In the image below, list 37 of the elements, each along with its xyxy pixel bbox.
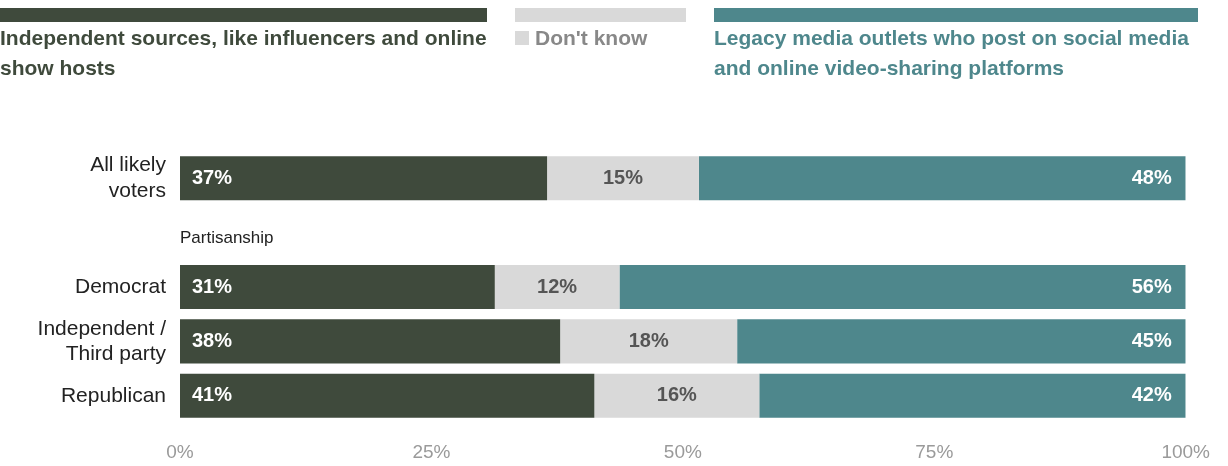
x-tick-label: 25% [412, 440, 451, 462]
bar [737, 319, 1186, 364]
bar [180, 373, 595, 418]
data-label: 31% [192, 274, 233, 297]
data-label: 38% [192, 328, 233, 351]
bar [759, 373, 1186, 418]
data-label: 12% [537, 274, 578, 297]
x-tick-label: 50% [663, 440, 702, 462]
y-tick-label: Republican [60, 382, 166, 406]
bar [594, 373, 760, 418]
x-tick-label: 0% [166, 440, 194, 462]
text: Independent sources, like influencers and online show hosts [0, 25, 487, 81]
legend-label: Don't know [535, 25, 648, 51]
bar [180, 319, 561, 364]
y-tick-label: Democrat [74, 273, 167, 297]
data-label: 48% [1131, 165, 1172, 188]
bar [698, 156, 1186, 201]
bar [619, 264, 1186, 310]
data-label: 45% [1131, 328, 1172, 351]
y-tick-label: All likely voters [90, 152, 167, 201]
data-label: 16% [656, 383, 698, 406]
x-tick-label: 100% [1161, 440, 1211, 462]
bar [560, 319, 738, 364]
data-label: 56% [1131, 274, 1172, 297]
y-tick-label: Independent / Third party [37, 315, 167, 364]
data-label: 37% [192, 165, 233, 188]
x-tick-label: 75% [915, 440, 954, 462]
bar [547, 156, 699, 201]
bar [494, 264, 620, 310]
text: Legacy media outlets who post on social media and online video-sharing platforms [714, 25, 1190, 81]
bar [180, 264, 495, 310]
data-label: 18% [628, 328, 669, 351]
annotation: Partisanship [180, 228, 274, 248]
data-label: 41% [192, 383, 233, 406]
data-label: 42% [1131, 383, 1172, 406]
data-label: 15% [603, 165, 644, 188]
bar [180, 156, 548, 201]
